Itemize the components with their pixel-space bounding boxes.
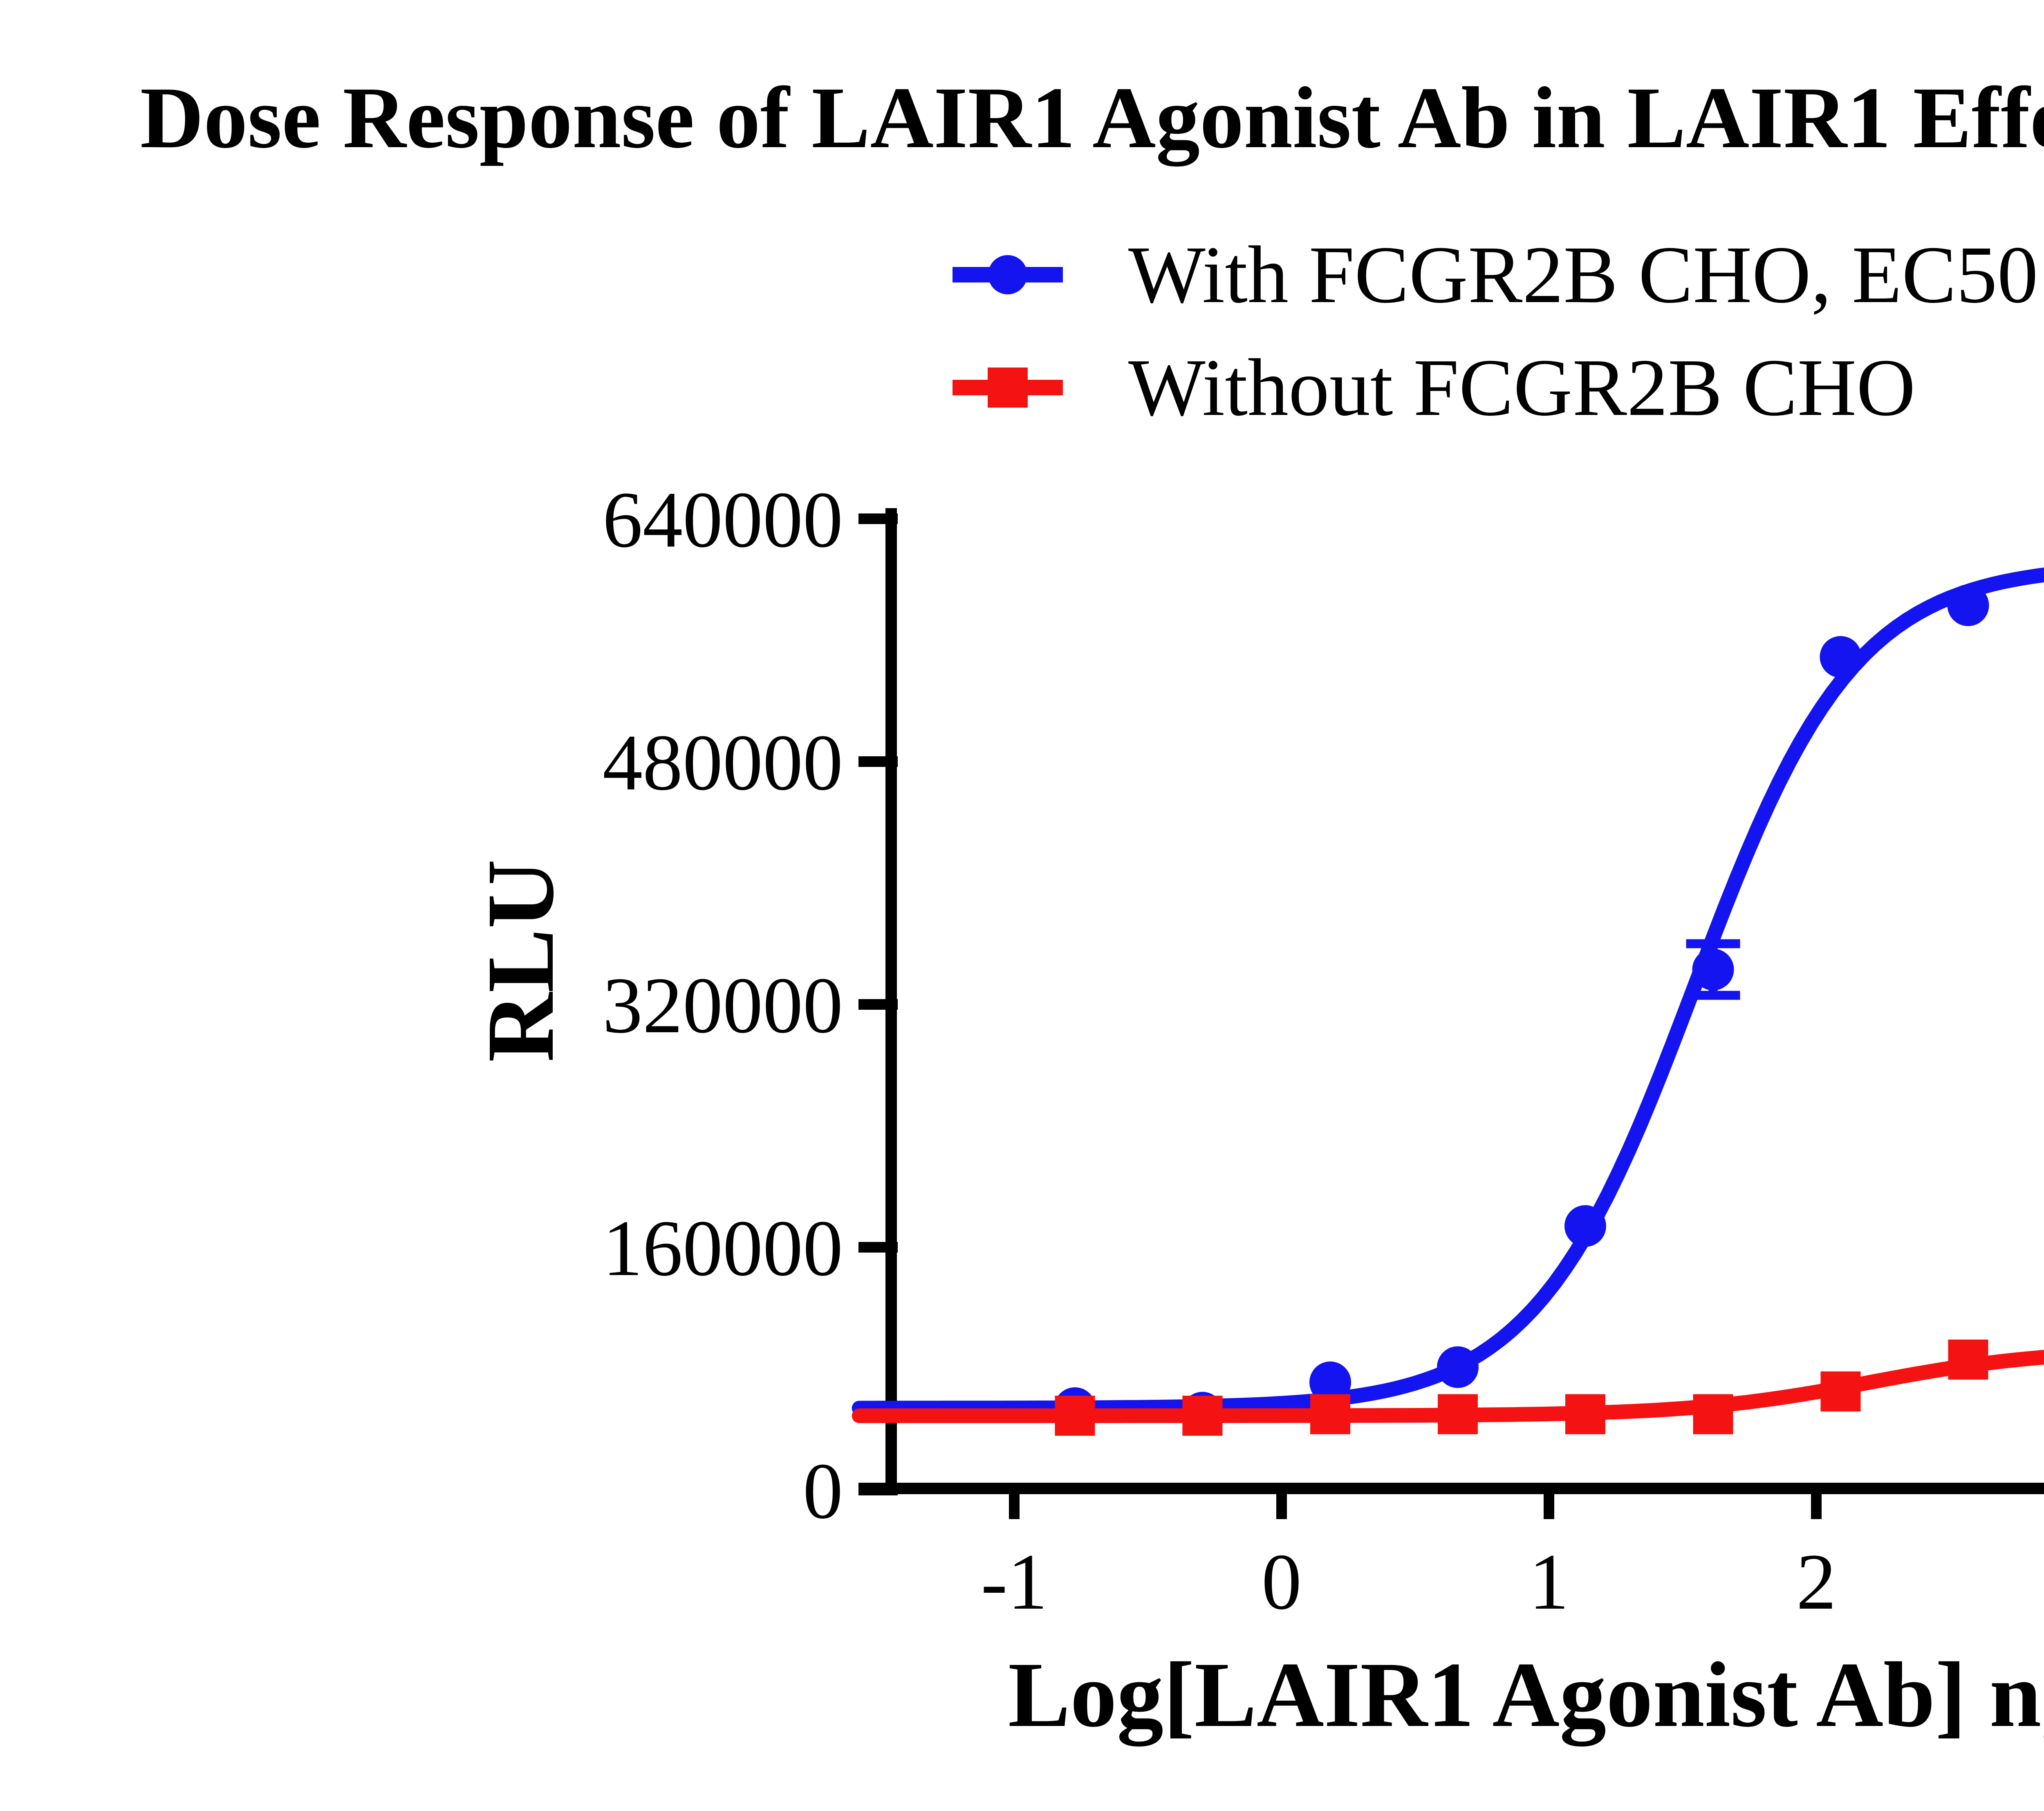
- chart-title: Dose Response of LAIR1 Agonist Ab in LAI…: [140, 69, 2044, 166]
- y-tick-label: 160000: [603, 1204, 843, 1293]
- fit-curve-without-fcgr2b: [852, 1349, 2044, 1423]
- data-point-circle: [1564, 1205, 1606, 1247]
- data-point-square: [1820, 1371, 1861, 1412]
- legend-marker-square-icon: [948, 343, 1067, 433]
- y-tick-label: 480000: [603, 718, 843, 807]
- legend-item-with-fcgr2b: With FCGR2B CHO, EC50 = 34.9 ng/ml: [948, 230, 2044, 320]
- data-point-circle: [1309, 1361, 1351, 1403]
- data-point-square: [1565, 1394, 1605, 1434]
- data-point-circle: [1947, 584, 1989, 626]
- x-tick-label: 0: [1262, 1538, 1302, 1626]
- legend-marker-circle-icon: [948, 230, 1067, 320]
- x-tick-label: 2: [1796, 1538, 1836, 1626]
- data-point-circle: [1437, 1346, 1479, 1388]
- legend-label: Without FCGR2B CHO: [1128, 342, 1916, 433]
- x-axis-title: Log[LAIR1 Agonist Ab] ng/ml: [1008, 1643, 2044, 1746]
- legend-marker: [988, 368, 1028, 408]
- y-tick-label: 640000: [603, 475, 843, 564]
- data-point-square: [1310, 1394, 1351, 1434]
- data-point-square: [1948, 1339, 1988, 1380]
- legend-swatch-square: [953, 368, 1063, 408]
- legend-swatch-circle: [953, 255, 1063, 294]
- legend-marker: [988, 255, 1027, 294]
- legend-label: With FCGR2B CHO, EC50 = 34.9 ng/ml: [1128, 229, 2044, 320]
- data-point-square: [1055, 1396, 1095, 1436]
- fit-curve-with-fcgr2b: [852, 567, 2044, 1416]
- data-point-circle: [1692, 948, 1734, 991]
- data-point-square: [1693, 1394, 1733, 1434]
- data-point-square: [1437, 1394, 1478, 1434]
- x-tick-label: -1: [981, 1538, 1047, 1626]
- legend-item-without-fcgr2b: Without FCGR2B CHO: [948, 343, 1916, 433]
- x-tick-label: 1: [1529, 1538, 1569, 1626]
- data-point-circle: [1820, 636, 1862, 678]
- y-tick-label: 320000: [603, 961, 843, 1050]
- data-point-square: [1182, 1396, 1223, 1436]
- y-tick-label: 0: [803, 1447, 843, 1535]
